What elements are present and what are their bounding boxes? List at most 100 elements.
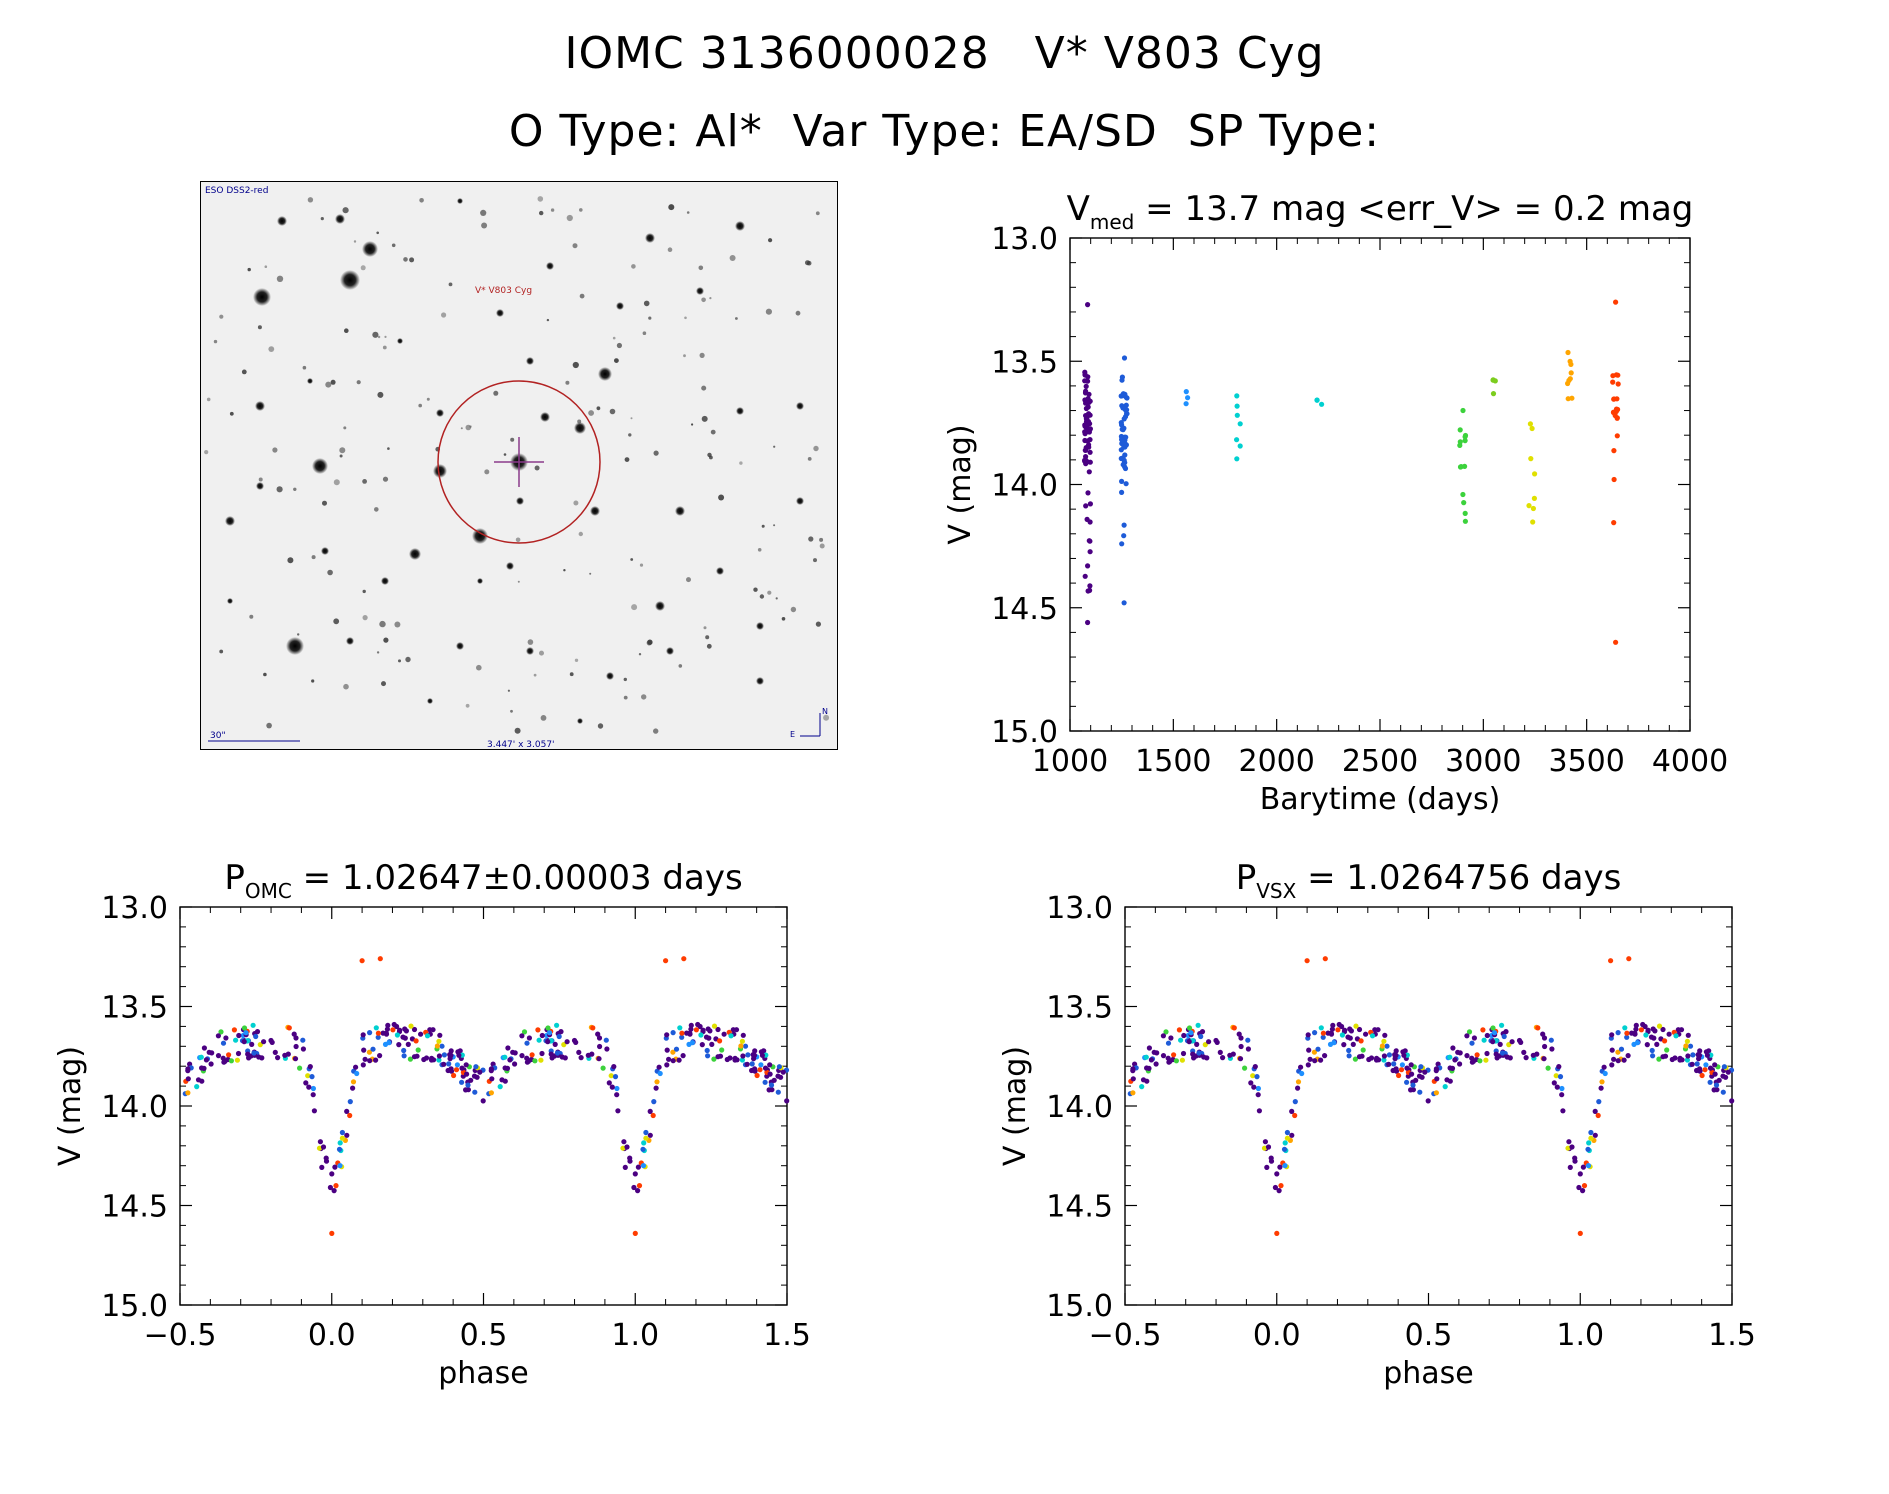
phase-point — [752, 1066, 758, 1072]
faint-star-76 — [534, 465, 540, 471]
phase-outlier-point — [1577, 1230, 1583, 1236]
phase-point — [1238, 1035, 1244, 1041]
phase-point — [732, 1055, 738, 1061]
faint-star-68 — [320, 217, 324, 221]
phase-point — [198, 1054, 204, 1060]
faint-star-70 — [710, 429, 716, 435]
phase-point — [455, 1049, 461, 1055]
phase-point — [1444, 1077, 1450, 1083]
phase-point — [1320, 1030, 1326, 1036]
phase-point — [1252, 1064, 1258, 1070]
phase-point — [1237, 1056, 1244, 1062]
phase-point — [1557, 1074, 1564, 1080]
phase-point — [1559, 1092, 1565, 1098]
phase-point — [1322, 1053, 1328, 1059]
phase-point — [614, 1085, 620, 1092]
phase-point — [693, 1027, 700, 1033]
lightcurve-point — [1085, 302, 1091, 308]
phase-point — [1360, 1047, 1366, 1053]
phase-point — [1592, 1132, 1598, 1138]
lightcurve-point — [1234, 393, 1240, 399]
faint-star-27 — [398, 659, 401, 663]
lightcurve-point — [1123, 481, 1129, 487]
faint-star-178 — [448, 282, 453, 287]
survey-label: ESO DSS2-red — [205, 186, 268, 196]
lightcurve-point — [1085, 378, 1091, 384]
star-48 — [577, 718, 583, 724]
lightcurve-point — [1087, 583, 1093, 589]
phase-point — [1660, 1054, 1666, 1060]
faint-star-23 — [379, 620, 386, 628]
phase-point — [758, 1062, 764, 1068]
phase-point — [1392, 1056, 1398, 1062]
phase-point — [347, 1112, 353, 1119]
phase-point — [316, 1145, 323, 1151]
star-29 — [616, 302, 624, 310]
phase-point — [1289, 1132, 1295, 1138]
phase-point — [268, 1037, 274, 1044]
phase-point — [664, 1062, 670, 1068]
phase-point — [749, 1061, 755, 1067]
phase-point — [1678, 1027, 1685, 1033]
faint-star-31 — [362, 479, 367, 484]
phase-point — [472, 1089, 478, 1095]
phase-point — [473, 1064, 479, 1070]
lightcurve-point — [1569, 395, 1575, 401]
faint-star-80 — [815, 621, 822, 627]
phase-point — [1242, 1065, 1248, 1071]
phase-point — [459, 1065, 465, 1071]
phase-point — [1464, 1053, 1470, 1059]
phase-point — [453, 1067, 460, 1073]
lightcurve-point — [1082, 573, 1088, 579]
star-5 — [590, 506, 600, 516]
phase-point — [253, 1033, 259, 1040]
phase-point — [1632, 1030, 1638, 1036]
phase-point — [1656, 1056, 1662, 1062]
faint-star-45 — [362, 589, 366, 594]
lightcurve-point — [1611, 448, 1617, 454]
lightcurve-point — [1319, 401, 1325, 407]
phase-point — [612, 1074, 619, 1080]
phase-point — [254, 1029, 261, 1035]
phase-point — [377, 1053, 383, 1059]
faint-star-103 — [510, 437, 515, 442]
phase-point — [1220, 1055, 1226, 1061]
phase-point — [751, 1056, 757, 1062]
x-tick-label: 0.0 — [1253, 1318, 1301, 1353]
phase-point — [1422, 1069, 1428, 1075]
faint-star-154 — [767, 590, 772, 595]
phase-outlier-point — [1322, 956, 1328, 962]
phase-point — [1400, 1049, 1406, 1055]
phase-point — [1178, 1037, 1184, 1043]
phase-point — [1231, 1025, 1237, 1031]
phase-point — [1677, 1055, 1683, 1061]
faint-star-141 — [648, 316, 652, 320]
phase-point — [1238, 1043, 1244, 1050]
phase-point — [1282, 1163, 1288, 1169]
lightcurve-point — [1086, 538, 1092, 544]
phase-point — [1666, 1031, 1672, 1037]
phase-point — [1180, 1050, 1187, 1057]
star-21 — [506, 562, 514, 570]
phase-outlier-point — [632, 1230, 638, 1236]
phase-point — [1278, 1183, 1284, 1189]
phase-point — [286, 1025, 292, 1031]
phase-point — [1697, 1048, 1703, 1054]
phase-point — [1650, 1053, 1656, 1059]
x-tick-label: 3500 — [1548, 744, 1624, 779]
faint-star-169 — [616, 342, 622, 349]
phase-point — [1615, 1049, 1621, 1055]
phase-point — [507, 1057, 513, 1063]
faint-star-161 — [638, 653, 642, 656]
phase-plot-vsx: −0.5 0.0 0.5 1.0 1.5 13.0 13.5 14.0 14.5 15.0 phas… — [998, 858, 1756, 1391]
phase-point — [1408, 1062, 1414, 1068]
lightcurve-point — [1121, 457, 1127, 463]
faint-star-127 — [569, 672, 574, 677]
faint-star-176 — [546, 318, 550, 322]
plot-title-main: P — [224, 858, 245, 898]
faint-star-46 — [382, 476, 389, 482]
phase-point — [370, 1046, 376, 1052]
phase-point — [1251, 1084, 1257, 1090]
phase-point — [603, 1037, 609, 1043]
phase-point — [250, 1022, 256, 1028]
